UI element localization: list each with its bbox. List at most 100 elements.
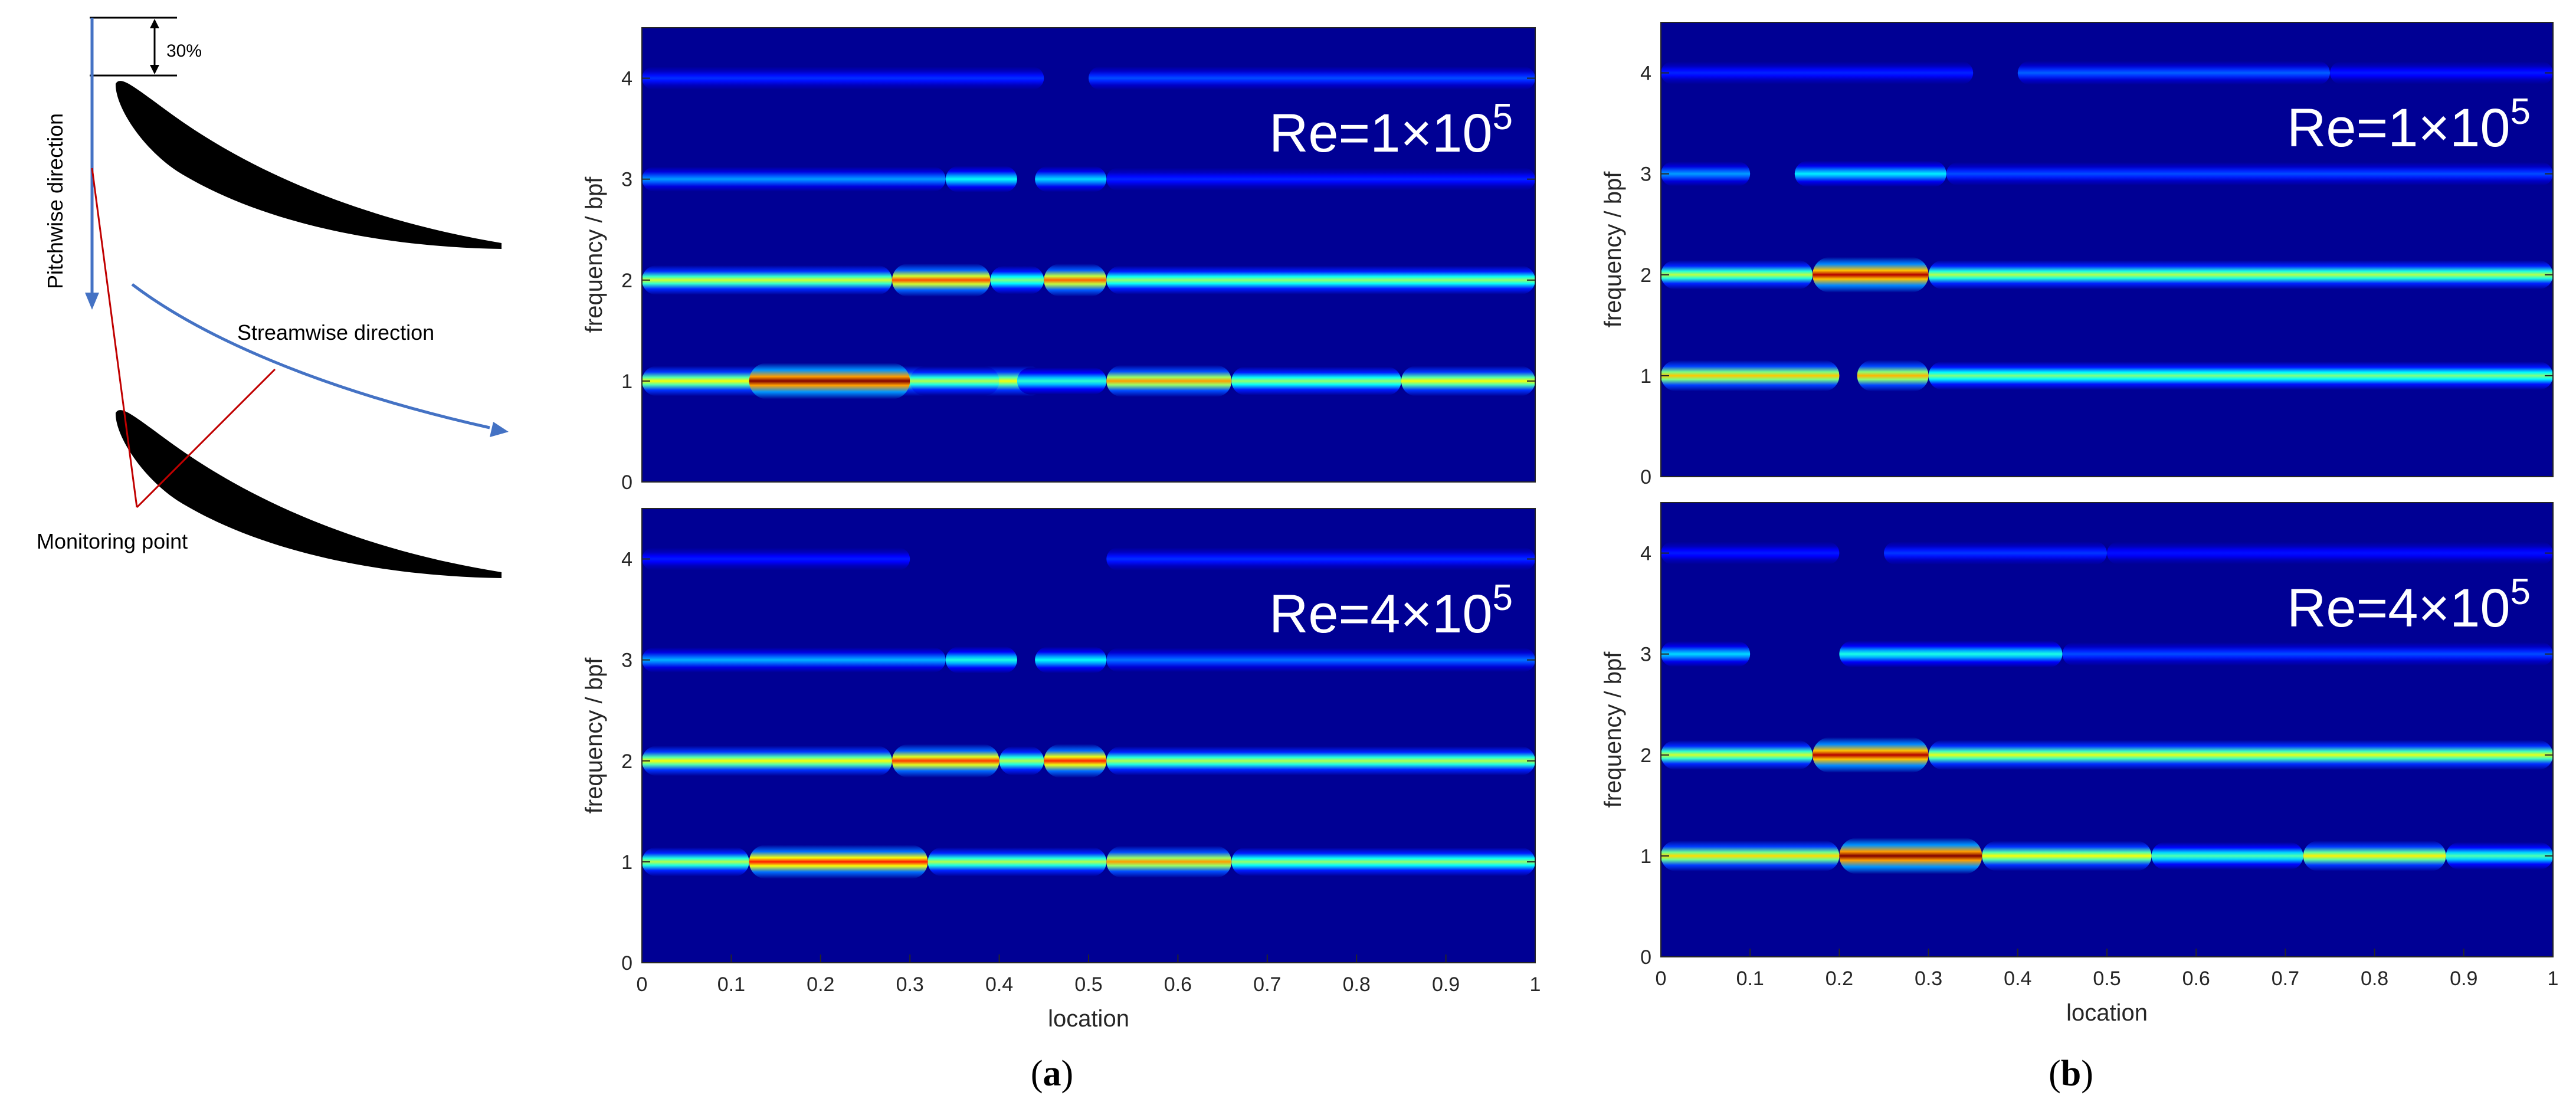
heatmap-background (1661, 22, 2553, 477)
heatmap-band-f2 (1928, 260, 2553, 290)
heatmap-band-f4 (2330, 61, 2553, 84)
heatmap-band-f1 (1231, 366, 1401, 396)
heatmap-band-f3 (945, 166, 1017, 192)
heatmap-band-f3 (1794, 160, 1946, 187)
heatmap-band-f2 (1661, 260, 1813, 290)
x-tick-label: 0.9 (1432, 973, 1460, 996)
heatmap-band-f3 (1661, 161, 1751, 186)
heatmap-band-f3 (1661, 641, 1751, 667)
heatmap-band-f2 (1044, 744, 1107, 778)
x-tick-label: 1 (2548, 967, 2559, 990)
y-tick-label: 1 (1640, 845, 1651, 868)
panel-label-a: (a) (1031, 1054, 1073, 1094)
heatmap-band-f1 (910, 366, 999, 396)
y-axis-label: frequency / bpf (1600, 651, 1626, 808)
y-tick-label: 0 (621, 952, 632, 975)
heatmap-band-f1 (1857, 360, 1929, 392)
y-tick-label: 0 (1640, 466, 1651, 488)
heatmap-band-f1 (1661, 360, 1840, 392)
heatmap-band-f2 (642, 746, 892, 776)
x-tick-label: 0.2 (1826, 967, 1853, 990)
heatmap-band-f2 (1661, 740, 1813, 770)
heatmap-band-f3 (1106, 648, 1535, 673)
x-tick-label: 0.4 (2004, 967, 2031, 990)
heatmap-panel-b-top: 0 1 2 3 4 frequency / bpf Re=1×105 (1600, 22, 2554, 488)
heatmap-panel-a-top: 0 1 2 3 4 frequency / bpf Re=1×105 (581, 27, 1536, 494)
panel-label-a-open: ( (1031, 1054, 1043, 1094)
reynolds-exponent: 5 (2511, 572, 2531, 612)
heatmap-band-f1 (749, 845, 928, 879)
heatmap-band-f2 (1106, 746, 1535, 776)
streamwise-label: Streamwise direction (237, 320, 434, 345)
heatmap-band-f2 (1928, 740, 2553, 770)
heatmap-band-f1 (1401, 366, 1535, 396)
percent-label: 30% (166, 41, 202, 61)
heatmap-band-f4 (642, 67, 1044, 90)
heatmap-band-f1 (1017, 368, 1107, 395)
heatmap-background (642, 509, 1535, 963)
x-tick-label: 0.1 (717, 973, 745, 996)
upper-blade (115, 81, 502, 249)
reynolds-annotation: Re=4×105 (2287, 572, 2531, 638)
heatmap-band-f1 (1928, 361, 2553, 390)
heatmap-band-f1 (1231, 847, 1535, 877)
y-tick-label: 1 (1640, 365, 1651, 388)
heatmap-band-f2 (892, 263, 991, 297)
y-tick-label: 3 (621, 169, 632, 191)
axes-frame (641, 27, 1536, 483)
y-tick-label: 2 (621, 750, 632, 773)
heatmap-band-f3 (1946, 162, 2553, 186)
panel-label-b: (b) (2049, 1054, 2093, 1094)
panel-label-b-letter: b (2061, 1054, 2081, 1094)
heatmap-band-f3 (1839, 641, 2063, 668)
heatmap-band-f3 (1035, 647, 1107, 673)
x-tick-label: 0.8 (1343, 973, 1371, 996)
x-tick-label: 0 (1656, 967, 1667, 990)
x-tick-label: 0.8 (2361, 967, 2388, 990)
heatmap-band-f1 (2446, 842, 2553, 870)
heatmap-band-f1 (1839, 838, 1982, 874)
x-tick-label: 1 (1530, 973, 1541, 996)
x-tick-label: 0.2 (807, 973, 834, 996)
heatmap-band-f4 (1089, 66, 1535, 90)
heatmap-band-f2 (892, 744, 999, 778)
heatmap-background (642, 28, 1535, 482)
heatmap-band-f1 (928, 847, 1107, 877)
heatmap-band-f4 (1661, 542, 1840, 565)
heatmap-band-f2 (1813, 737, 1929, 773)
x-tick-label: 0.7 (2272, 967, 2299, 990)
heatmap-band-f4 (1661, 61, 1974, 84)
heatmap-band-f1 (1661, 840, 1840, 872)
heatmap-band-f3 (642, 647, 946, 673)
heatmap-band-f4 (642, 547, 910, 570)
y-tick-label: 4 (1640, 63, 1651, 85)
x-tick-label: 0.9 (2450, 967, 2477, 990)
pitchwise-label: Pitchwise direction (43, 113, 67, 289)
x-tick-label: 0.7 (1253, 973, 1281, 996)
monitoring-label: Monitoring point (37, 529, 188, 553)
x-tick-label: 0.5 (2093, 967, 2121, 990)
heatmap-band-f4 (2017, 61, 2330, 85)
heatmap-band-f2 (990, 265, 1044, 294)
heatmap-band-f1 (2303, 841, 2446, 871)
reynolds-exponent: 5 (1493, 97, 1513, 137)
heatmap-bands (1661, 61, 2553, 392)
streamwise-arrow-curve (131, 283, 490, 429)
x-tick-label: 0.1 (1736, 967, 1764, 990)
reynolds-base: Re=4×10 (1269, 584, 1493, 644)
x-tick-label: 0.4 (985, 973, 1013, 996)
x-tick-label: 0.3 (1915, 967, 1942, 990)
heatmap-band-f1 (1106, 365, 1232, 397)
streamwise-arrowhead (490, 422, 509, 437)
panel-label-a-close: ) (1061, 1054, 1074, 1094)
x-axis-label: location (2066, 1000, 2148, 1026)
heatmap-background (1661, 503, 2553, 957)
heatmap-band-f1 (2151, 842, 2303, 870)
y-tick-label: 3 (1640, 163, 1651, 186)
reynolds-exponent: 5 (1493, 578, 1513, 618)
lower-blade (115, 410, 502, 578)
reynolds-annotation: Re=4×105 (1269, 578, 1513, 644)
y-tick-label: 3 (1640, 644, 1651, 666)
reynolds-base: Re=4×10 (2287, 578, 2511, 638)
